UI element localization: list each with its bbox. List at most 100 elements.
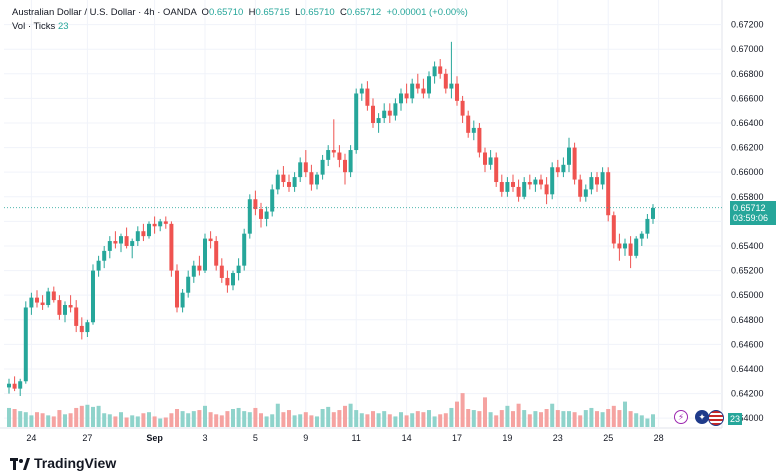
au-flag-icon[interactable]: ✦	[695, 410, 709, 424]
volume-bar	[539, 412, 543, 427]
candle-down	[309, 164, 314, 191]
candle-body	[572, 147, 577, 180]
y-tick-label: 0.65000	[731, 290, 764, 300]
volume-bar	[135, 416, 140, 427]
volume-bar	[309, 415, 314, 427]
x-tick-label: 28	[654, 433, 664, 443]
candle-down	[371, 98, 375, 128]
candle-body	[443, 73, 448, 89]
volume-bar	[326, 406, 331, 427]
candle-body	[483, 152, 487, 165]
candle-down	[12, 376, 17, 392]
volume-indicator-label[interactable]: Vol · Ticks	[12, 21, 56, 32]
candle-body	[499, 182, 504, 192]
candle-up	[393, 98, 398, 121]
candle-body	[365, 88, 370, 106]
candle-body	[466, 115, 471, 133]
candle-body	[460, 100, 465, 116]
volume-bar	[298, 414, 303, 427]
volume-bar	[141, 413, 146, 427]
candle-up	[315, 172, 319, 190]
candle-body	[7, 383, 11, 388]
volume-bar	[348, 403, 353, 427]
candle-body	[147, 223, 151, 237]
candle-body	[292, 177, 297, 187]
candle-body	[315, 174, 319, 185]
candle-up	[639, 231, 644, 246]
candle-up	[589, 172, 594, 195]
volume-layer	[7, 393, 655, 427]
time-axis[interactable]: 24 27 Sep 3 5 9 11 14 17 19 23 25 28	[26, 433, 663, 443]
candle-up	[427, 71, 431, 99]
candle-up	[236, 258, 241, 281]
legend-volume-row: Vol · Ticks 23	[12, 20, 468, 34]
volume-bar	[96, 405, 101, 427]
candle-down	[303, 150, 308, 178]
candle-up	[567, 137, 571, 173]
ohlc-open: O0.65710	[201, 7, 244, 18]
volume-bar	[376, 413, 381, 427]
y-tick-label: 0.64200	[731, 389, 764, 399]
volume-bar	[466, 409, 471, 427]
candle-up	[600, 167, 605, 190]
volume-bar	[634, 413, 639, 427]
candle-body	[63, 305, 67, 315]
volume-bar	[505, 405, 510, 427]
candle-body	[175, 270, 179, 308]
candle-body	[91, 270, 95, 323]
volume-bar	[331, 412, 336, 427]
candle-body	[427, 76, 431, 94]
x-tick-label: Sep	[146, 433, 163, 443]
candle-body	[371, 105, 375, 123]
candle-body	[79, 325, 84, 333]
y-tick-label: 0.65800	[731, 192, 764, 202]
volume-bar	[399, 412, 403, 427]
candle-body	[376, 118, 381, 123]
x-tick-label: 11	[352, 433, 361, 443]
x-tick-label: 19	[502, 433, 512, 443]
volume-bar	[421, 412, 426, 427]
candle-up	[382, 103, 387, 123]
candle-body	[135, 231, 140, 242]
volume-bar	[107, 414, 112, 427]
lightning-icon[interactable]: ⚡	[674, 410, 688, 424]
volume-bar	[371, 411, 375, 427]
y-tick-label: 0.66400	[731, 118, 764, 128]
candle-body	[645, 218, 650, 234]
candle-body	[74, 307, 79, 326]
volume-bar	[57, 410, 62, 427]
volume-bar	[214, 414, 219, 427]
candle-body	[197, 265, 202, 271]
candle-down	[511, 174, 515, 192]
candle-body	[550, 167, 555, 195]
last-price-value: 0.65712	[733, 203, 766, 213]
candle-down	[214, 236, 219, 271]
candle-body	[46, 291, 51, 306]
candle-up	[91, 264, 95, 325]
candle-up	[354, 88, 359, 154]
candle-down	[606, 167, 611, 222]
volume-bar	[253, 407, 258, 427]
y-tick-label: 0.67200	[731, 20, 764, 30]
candle-up	[264, 206, 269, 227]
volume-bar	[432, 416, 437, 427]
volume-bar	[208, 412, 213, 427]
candle-body	[18, 381, 23, 389]
candle-body	[539, 179, 543, 185]
symbol-title[interactable]: Australian Dollar / U.S. Dollar · 4h · O…	[12, 7, 197, 18]
candle-body	[219, 265, 224, 278]
us-flag-icon[interactable]	[708, 410, 724, 426]
candle-body	[320, 159, 325, 175]
tradingview-logo[interactable]: TradingView	[10, 455, 116, 471]
candle-down	[124, 227, 129, 249]
candle-body	[354, 93, 359, 151]
candle-up	[623, 238, 627, 256]
volume-bar	[152, 416, 157, 427]
volume-bar	[287, 410, 291, 427]
x-tick-label: 14	[402, 433, 412, 443]
candle-down	[35, 290, 39, 308]
candle-body	[287, 182, 291, 187]
candle-up	[399, 88, 403, 111]
